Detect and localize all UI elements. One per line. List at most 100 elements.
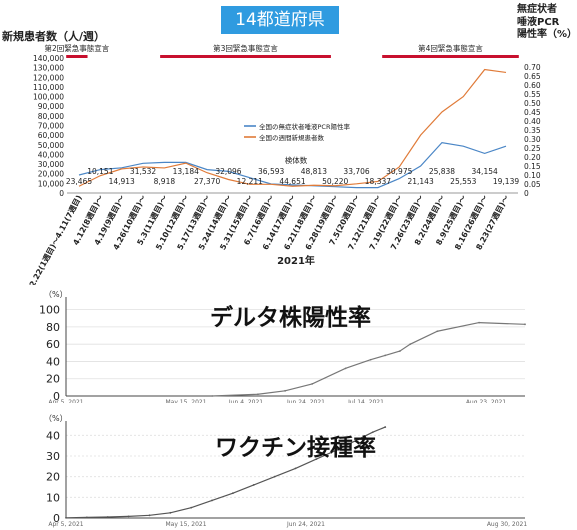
right-tick-label: 0.55 (524, 90, 541, 99)
test-count-label: 34,154 (472, 167, 498, 176)
delta-positivity-chart: （%） 0 20 40 60 80 100 Apr 5, 2021 May 15, 2021 Ju… (39, 290, 526, 403)
left-tick-label: 30,000 (38, 160, 64, 169)
vaccination-chart-title: ワクチン接種率 (215, 435, 376, 461)
y-tick-label: 80 (46, 321, 60, 334)
y-tick-label: 10 (46, 491, 60, 504)
data-point (273, 475, 276, 478)
left-tick-label: 0 (59, 189, 64, 198)
data-point (398, 350, 401, 352)
test-count-label: 23,465 (66, 177, 92, 186)
right-tick-label: 0.05 (524, 180, 541, 189)
x-tick-label: Apr 5, 2021 (48, 399, 83, 403)
right-tick-label: 0.15 (524, 162, 541, 171)
left-tick-label: 130,000 (33, 64, 64, 73)
test-count-label: 18,337 (365, 177, 391, 186)
test-count-label: 21,143 (407, 177, 433, 186)
right-tick-label: 0.20 (524, 153, 541, 162)
test-count-label: 25,553 (450, 177, 476, 186)
y-tick-label: 0 (53, 390, 60, 403)
data-point (344, 367, 347, 370)
left-tick-label: 100,000 (33, 93, 64, 102)
vaccination-rate-chart: （%） 0 10 20 30 40 Apr 5, 2021 May 15, 2021 Jun 2… (44, 414, 527, 528)
data-point (436, 330, 439, 333)
data-point (65, 516, 67, 519)
right-tick-label: 0.30 (524, 135, 541, 144)
test-count-label: 33,706 (343, 167, 369, 176)
x-axis-label: 2021年 (277, 254, 315, 267)
y-tick-label: 20 (46, 471, 60, 484)
legend-label: 全国の週間新規患者数 (259, 133, 325, 142)
data-point (336, 448, 339, 451)
data-point (357, 438, 359, 441)
left-tick-label: 80,000 (38, 112, 64, 121)
pcr-positivity-line (78, 141, 507, 189)
right-tick-label: 0.50 (524, 99, 541, 108)
data-point (148, 514, 151, 517)
right-tick-label: 0.10 (524, 171, 541, 180)
x-tick-label: Jun 24, 2021 (286, 399, 325, 403)
emergency-period-label: 第4回緊急事態宣言 (418, 43, 483, 53)
data-point (315, 458, 318, 460)
data-point (284, 389, 286, 392)
y-tick-label: 0 (53, 512, 60, 525)
left-tick-label: 10,000 (38, 179, 64, 188)
test-count-label: 8,918 (154, 177, 176, 186)
test-count-label: 36,593 (258, 167, 284, 176)
test-count-label: 50,220 (322, 177, 348, 186)
x-tick-label: Apr 5, 2021 (48, 521, 83, 528)
y-unit-label: （%） (44, 414, 68, 423)
series-line (212, 321, 526, 397)
left-tick-label: 110,000 (33, 83, 64, 92)
right-axis-label-line-3: 陽性率（%） (517, 29, 577, 40)
weekly-cases-line (78, 68, 507, 187)
test-count-label: 30,975 (386, 167, 412, 176)
y-tick-label: 40 (46, 429, 60, 442)
data-point (169, 511, 172, 514)
right-axis-label-line-1: 無症状者 (517, 4, 557, 15)
left-tick-label: 60,000 (38, 131, 64, 140)
x-tick-label: May 15, 2021 (165, 521, 206, 528)
test-count-label: 25,838 (429, 167, 455, 176)
delta-chart-title: デルタ株陽性率 (210, 305, 371, 331)
legend-label: 全国の無症状者唾液PCR陽性率 (259, 122, 350, 131)
test-count-label: 27,370 (194, 177, 220, 186)
data-point (190, 506, 193, 509)
data-point (85, 516, 88, 519)
y-tick-label: 20 (46, 373, 60, 386)
left-tick-label: 140,000 (33, 54, 64, 63)
left-tick-label: 70,000 (38, 122, 64, 131)
data-point (371, 431, 374, 434)
data-point (252, 484, 255, 486)
y-tick-label: 30 (46, 450, 60, 463)
right-tick-label: 0.35 (524, 126, 541, 135)
data-point (257, 393, 259, 396)
right-tick-label: 0.65 (524, 72, 541, 81)
test-count-label: 14,913 (109, 177, 135, 186)
emergency-period-label: 第3回緊急事態宣言 (213, 43, 278, 53)
data-point (409, 343, 412, 346)
y-tick-label: 40 (46, 355, 60, 368)
y-tick-label: 60 (46, 338, 60, 351)
right-tick-label: 0.60 (524, 81, 541, 90)
test-count-label: 19,139 (493, 177, 519, 186)
data-point (369, 358, 372, 361)
y-unit-label: （%） (44, 290, 68, 299)
data-point (106, 516, 109, 518)
data-point (524, 323, 526, 326)
x-tick-label: Jun 24, 2021 (286, 521, 325, 528)
test-count-label: 13,184 (173, 167, 199, 176)
right-tick-label: 0.40 (524, 117, 541, 126)
region-badge: 14都道府県 (221, 6, 339, 34)
data-point (384, 354, 387, 357)
data-point (211, 499, 213, 502)
data-point (478, 321, 480, 324)
left-tick-label: 20,000 (38, 170, 64, 179)
right-tick-label: 0 (524, 189, 529, 198)
left-axis-label: 新規患者数（人/週） (2, 30, 106, 43)
right-tick-label: 0.45 (524, 108, 541, 117)
right-tick-label: 0.25 (524, 144, 541, 153)
emergency-period-bar (382, 55, 519, 58)
right-axis-label: 無症状者 唾液PCR 陽性率（%） (517, 4, 577, 42)
x-tick-label: May 15, 2021 (165, 399, 206, 403)
test-count-label: 32,096 (215, 167, 241, 176)
